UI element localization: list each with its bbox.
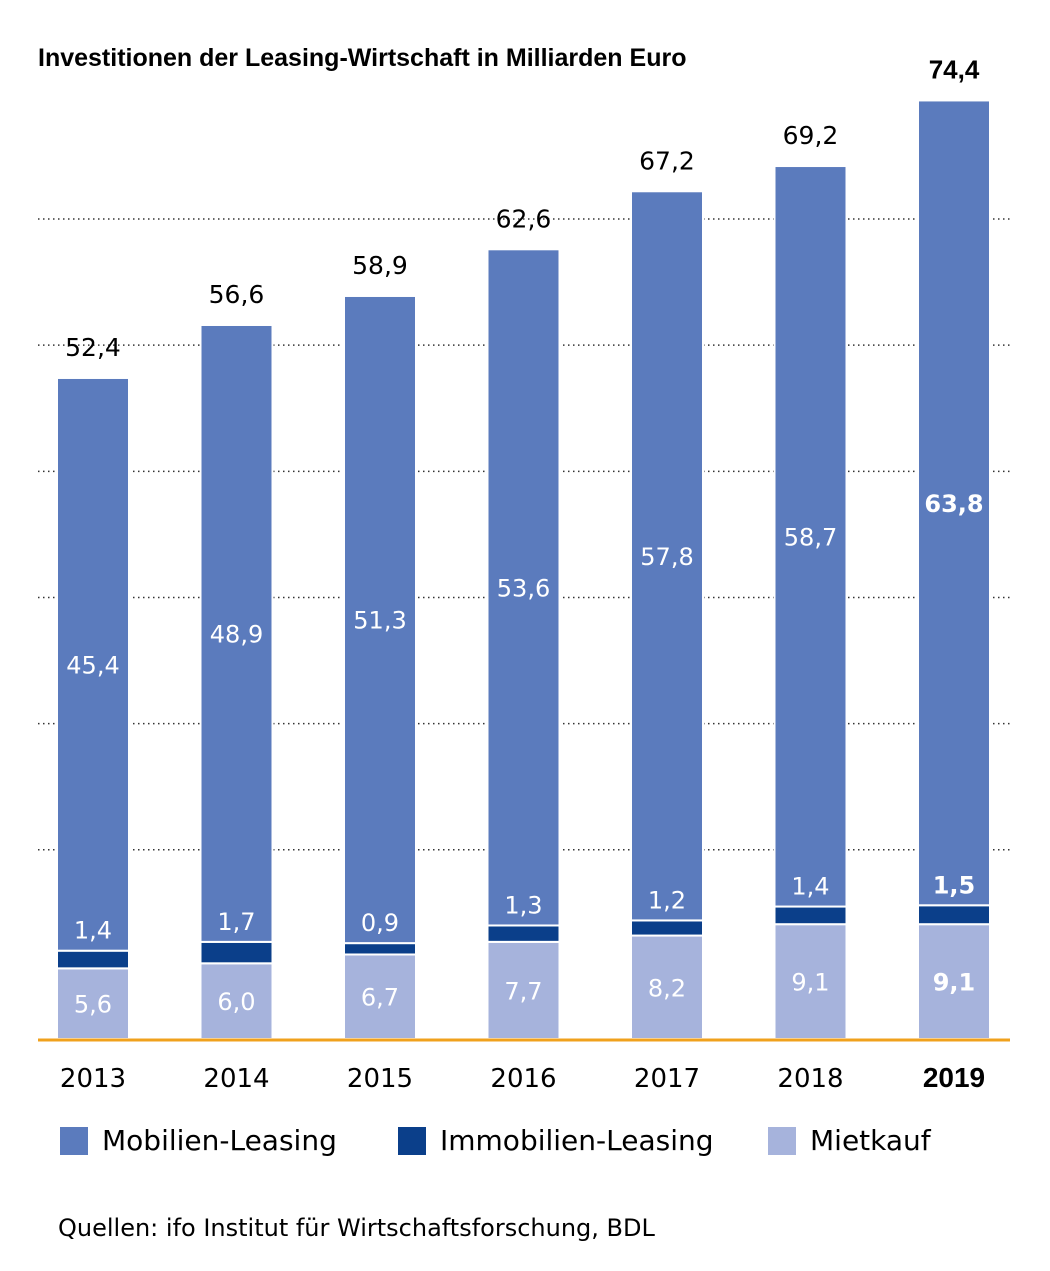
data-label-immobilien-leasing: 1,7: [217, 908, 255, 936]
bar-mobilien-leasing-2013: [56, 376, 130, 952]
bar-immobilien-leasing-2019: [917, 904, 991, 926]
data-label-immobilien-leasing: 1,5: [933, 871, 976, 899]
data-label-mobilien-leasing: 48,9: [210, 620, 263, 648]
data-label-mietkauf: 5,6: [74, 991, 112, 1019]
bar-mobilien-leasing-2019: [917, 99, 991, 907]
bars: [56, 99, 991, 1041]
data-label-immobilien-leasing: 1,4: [74, 917, 112, 945]
legend-item-mobilien-leasing: Mobilien-Leasing: [60, 1124, 337, 1157]
total-label: 52,4: [65, 333, 121, 362]
legend-swatch-mietkauf: [768, 1126, 796, 1155]
legend-label-immobilien-leasing: Immobilien-Leasing: [440, 1124, 714, 1157]
x-tick-label: 2013: [60, 1064, 126, 1094]
total-label: 62,6: [496, 204, 552, 233]
x-tick-label: 2017: [634, 1064, 700, 1094]
x-tick-label: 2014: [203, 1064, 269, 1094]
data-label-mobilien-leasing: 45,4: [66, 651, 119, 679]
bar-mietkauf-2015: [343, 953, 417, 1040]
x-axis: 2013 2014 2015 2016 2017 2018 2019: [38, 1038, 1010, 1094]
bar-immobilien-leasing-2017: [630, 919, 704, 937]
data-label-mietkauf: 7,7: [504, 977, 542, 1005]
bar-mobilien-leasing-2018: [773, 165, 848, 908]
bar-mobilien-leasing-2014: [199, 323, 274, 943]
x-tick-label: 2019: [923, 1062, 985, 1093]
source-note: Quellen: ifo Institut für Wirtschaftsfor…: [58, 1214, 655, 1242]
data-label-mietkauf: 8,2: [648, 974, 686, 1002]
legend-swatch-mobilien-leasing: [60, 1126, 88, 1155]
x-tick-label: 2016: [490, 1064, 556, 1094]
data-label-mobilien-leasing: 53,6: [497, 574, 550, 602]
chart-title: Investitionen der Leasing-Wirtschaft in …: [38, 44, 687, 72]
bar-immobilien-leasing-2018: [773, 905, 848, 926]
data-label-mietkauf: 9,1: [791, 969, 829, 997]
data-label-mobilien-leasing: 57,8: [640, 543, 693, 571]
bar-mietkauf-2019: [917, 923, 991, 1040]
data-label-immobilien-leasing: 1,3: [504, 891, 542, 919]
total-label: 56,6: [209, 280, 265, 309]
data-labels: 5,6 1,4 45,4 52,4 6,0 1,7 48,9 56,6 6,7 0,9 51,3 58…: [65, 54, 983, 1018]
bar-mobilien-leasing-2015: [343, 294, 417, 945]
data-label-mobilien-leasing: 63,8: [924, 490, 983, 518]
data-label-mobilien-leasing: 51,3: [353, 607, 406, 635]
bar-mobilien-leasing-2017: [630, 190, 704, 922]
bar-immobilien-leasing-2016: [486, 924, 561, 943]
data-label-mietkauf: 6,0: [217, 988, 255, 1016]
bar-immobilien-leasing-2015: [343, 942, 417, 956]
total-label: 58,9: [352, 251, 408, 280]
legend-item-mietkauf: Mietkauf: [768, 1124, 931, 1157]
bar-immobilien-leasing-2013: [56, 949, 130, 970]
legend-label-mietkauf: Mietkauf: [810, 1124, 931, 1157]
data-label-immobilien-leasing: 0,9: [361, 909, 399, 937]
data-label-immobilien-leasing: 1,4: [791, 873, 829, 901]
data-label-immobilien-leasing: 1,2: [648, 886, 686, 914]
bar-immobilien-leasing-2014: [199, 940, 274, 965]
data-label-mobilien-leasing: 58,7: [784, 523, 837, 551]
data-label-mietkauf: 6,7: [361, 984, 399, 1012]
total-label: 74,4: [929, 54, 980, 84]
data-label-mietkauf: 9,1: [933, 969, 976, 997]
x-tick-label: 2015: [347, 1064, 413, 1094]
bar-mobilien-leasing-2016: [486, 248, 561, 927]
total-label: 69,2: [783, 121, 839, 150]
legend: Mobilien-Leasing Immobilien-Leasing Miet…: [0, 1124, 1050, 1164]
legend-label-mobilien-leasing: Mobilien-Leasing: [102, 1124, 337, 1157]
legend-item-immobilien-leasing: Immobilien-Leasing: [398, 1124, 714, 1157]
x-tick-label: 2018: [777, 1064, 843, 1094]
legend-swatch-immobilien-leasing: [398, 1126, 426, 1155]
total-label: 67,2: [639, 146, 695, 175]
